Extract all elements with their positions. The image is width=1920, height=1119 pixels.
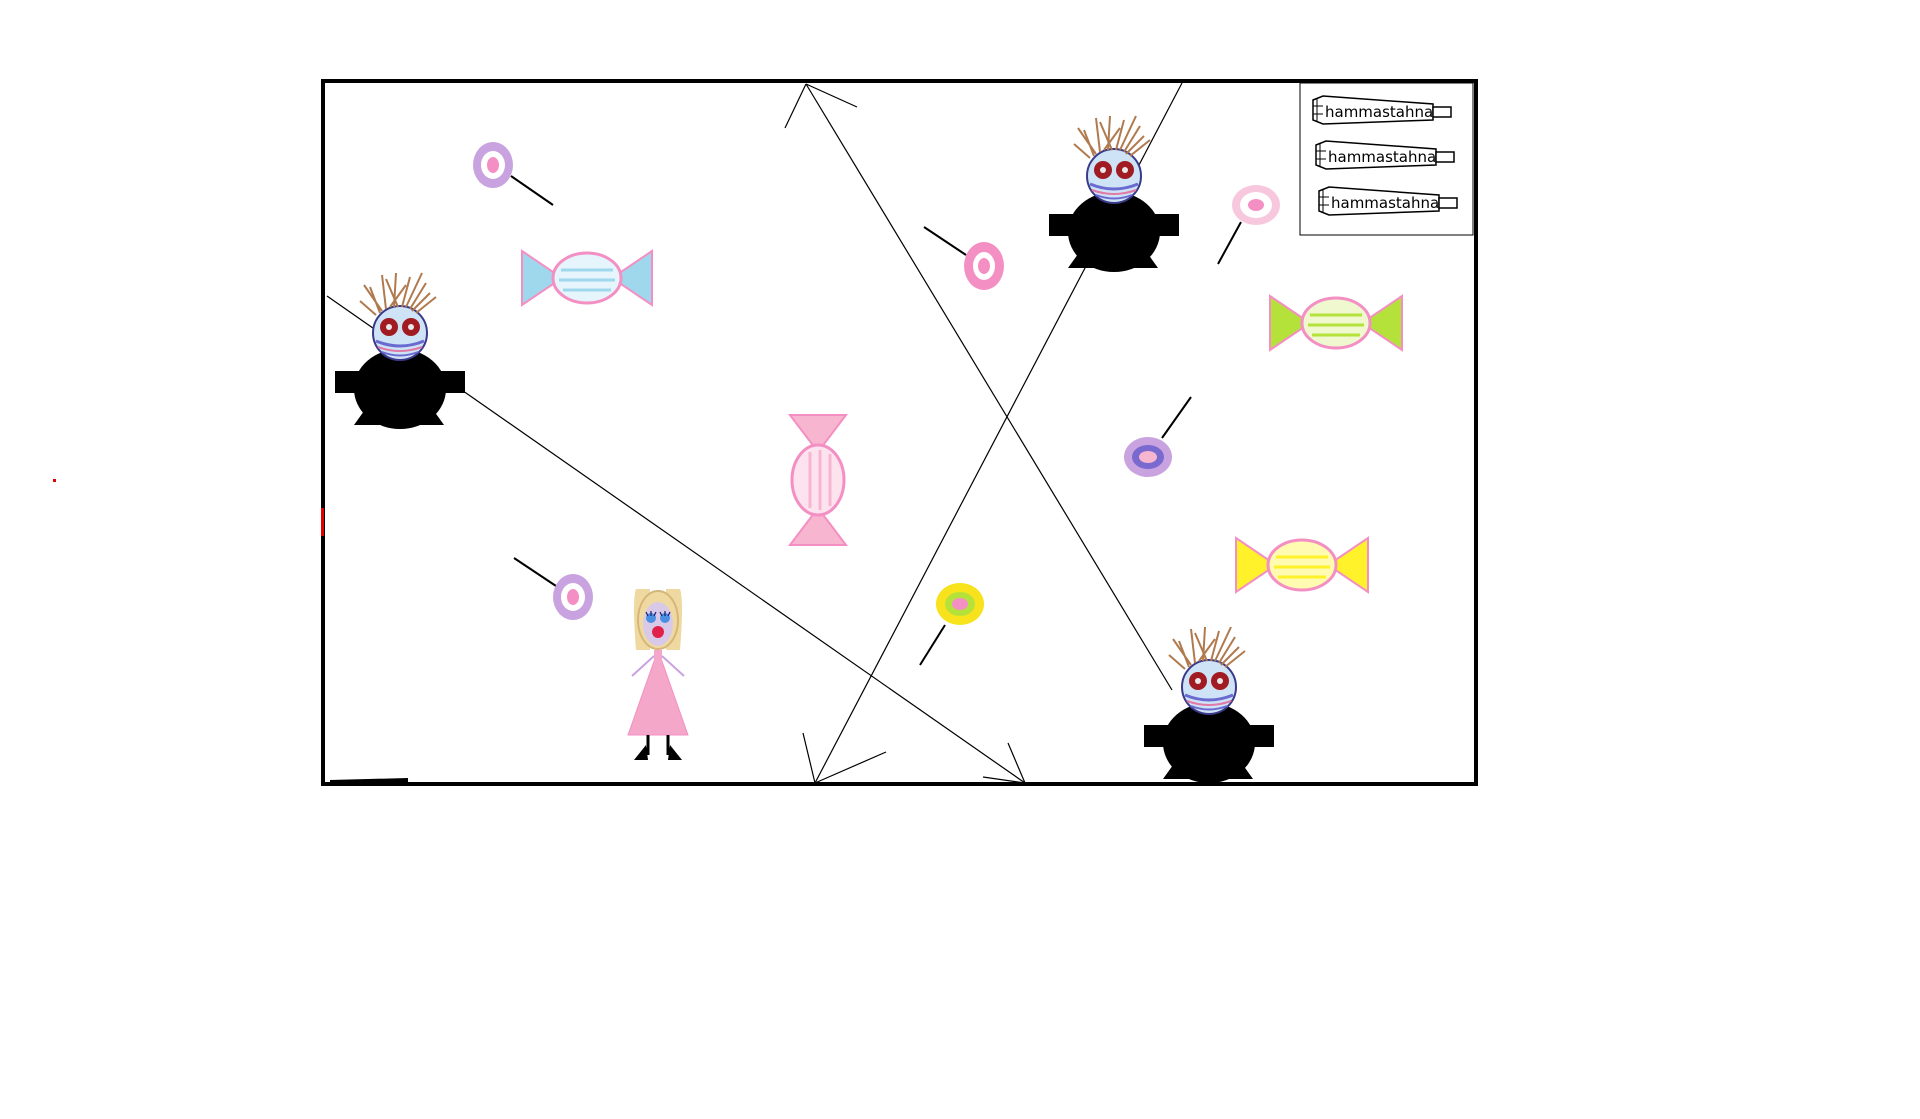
toothpaste-tube-icon: hammastahna: [1315, 140, 1455, 170]
toothpaste-label: hammastahna: [1325, 103, 1433, 121]
toothpaste-tube-icon: hammastahna: [1312, 95, 1452, 125]
lollipop-icon[interactable]: [964, 242, 1004, 290]
lollipop-icon[interactable]: [1232, 185, 1280, 225]
lollipop-icon[interactable]: [553, 574, 593, 620]
toothpaste-lives-panel: hammastahna hammastahna hammastahna: [1299, 82, 1474, 236]
toothpaste-label: hammastahna: [1331, 194, 1439, 212]
lollipop-icon[interactable]: [1124, 437, 1172, 477]
lollipop-icon[interactable]: [936, 583, 984, 625]
girl-character-icon[interactable]: [627, 589, 689, 760]
lollipop-icon[interactable]: [473, 142, 513, 188]
toothpaste-tube-icon: hammastahna: [1318, 186, 1458, 216]
game-board-frame: [321, 79, 1478, 786]
toothpaste-label: hammastahna: [1328, 148, 1436, 166]
